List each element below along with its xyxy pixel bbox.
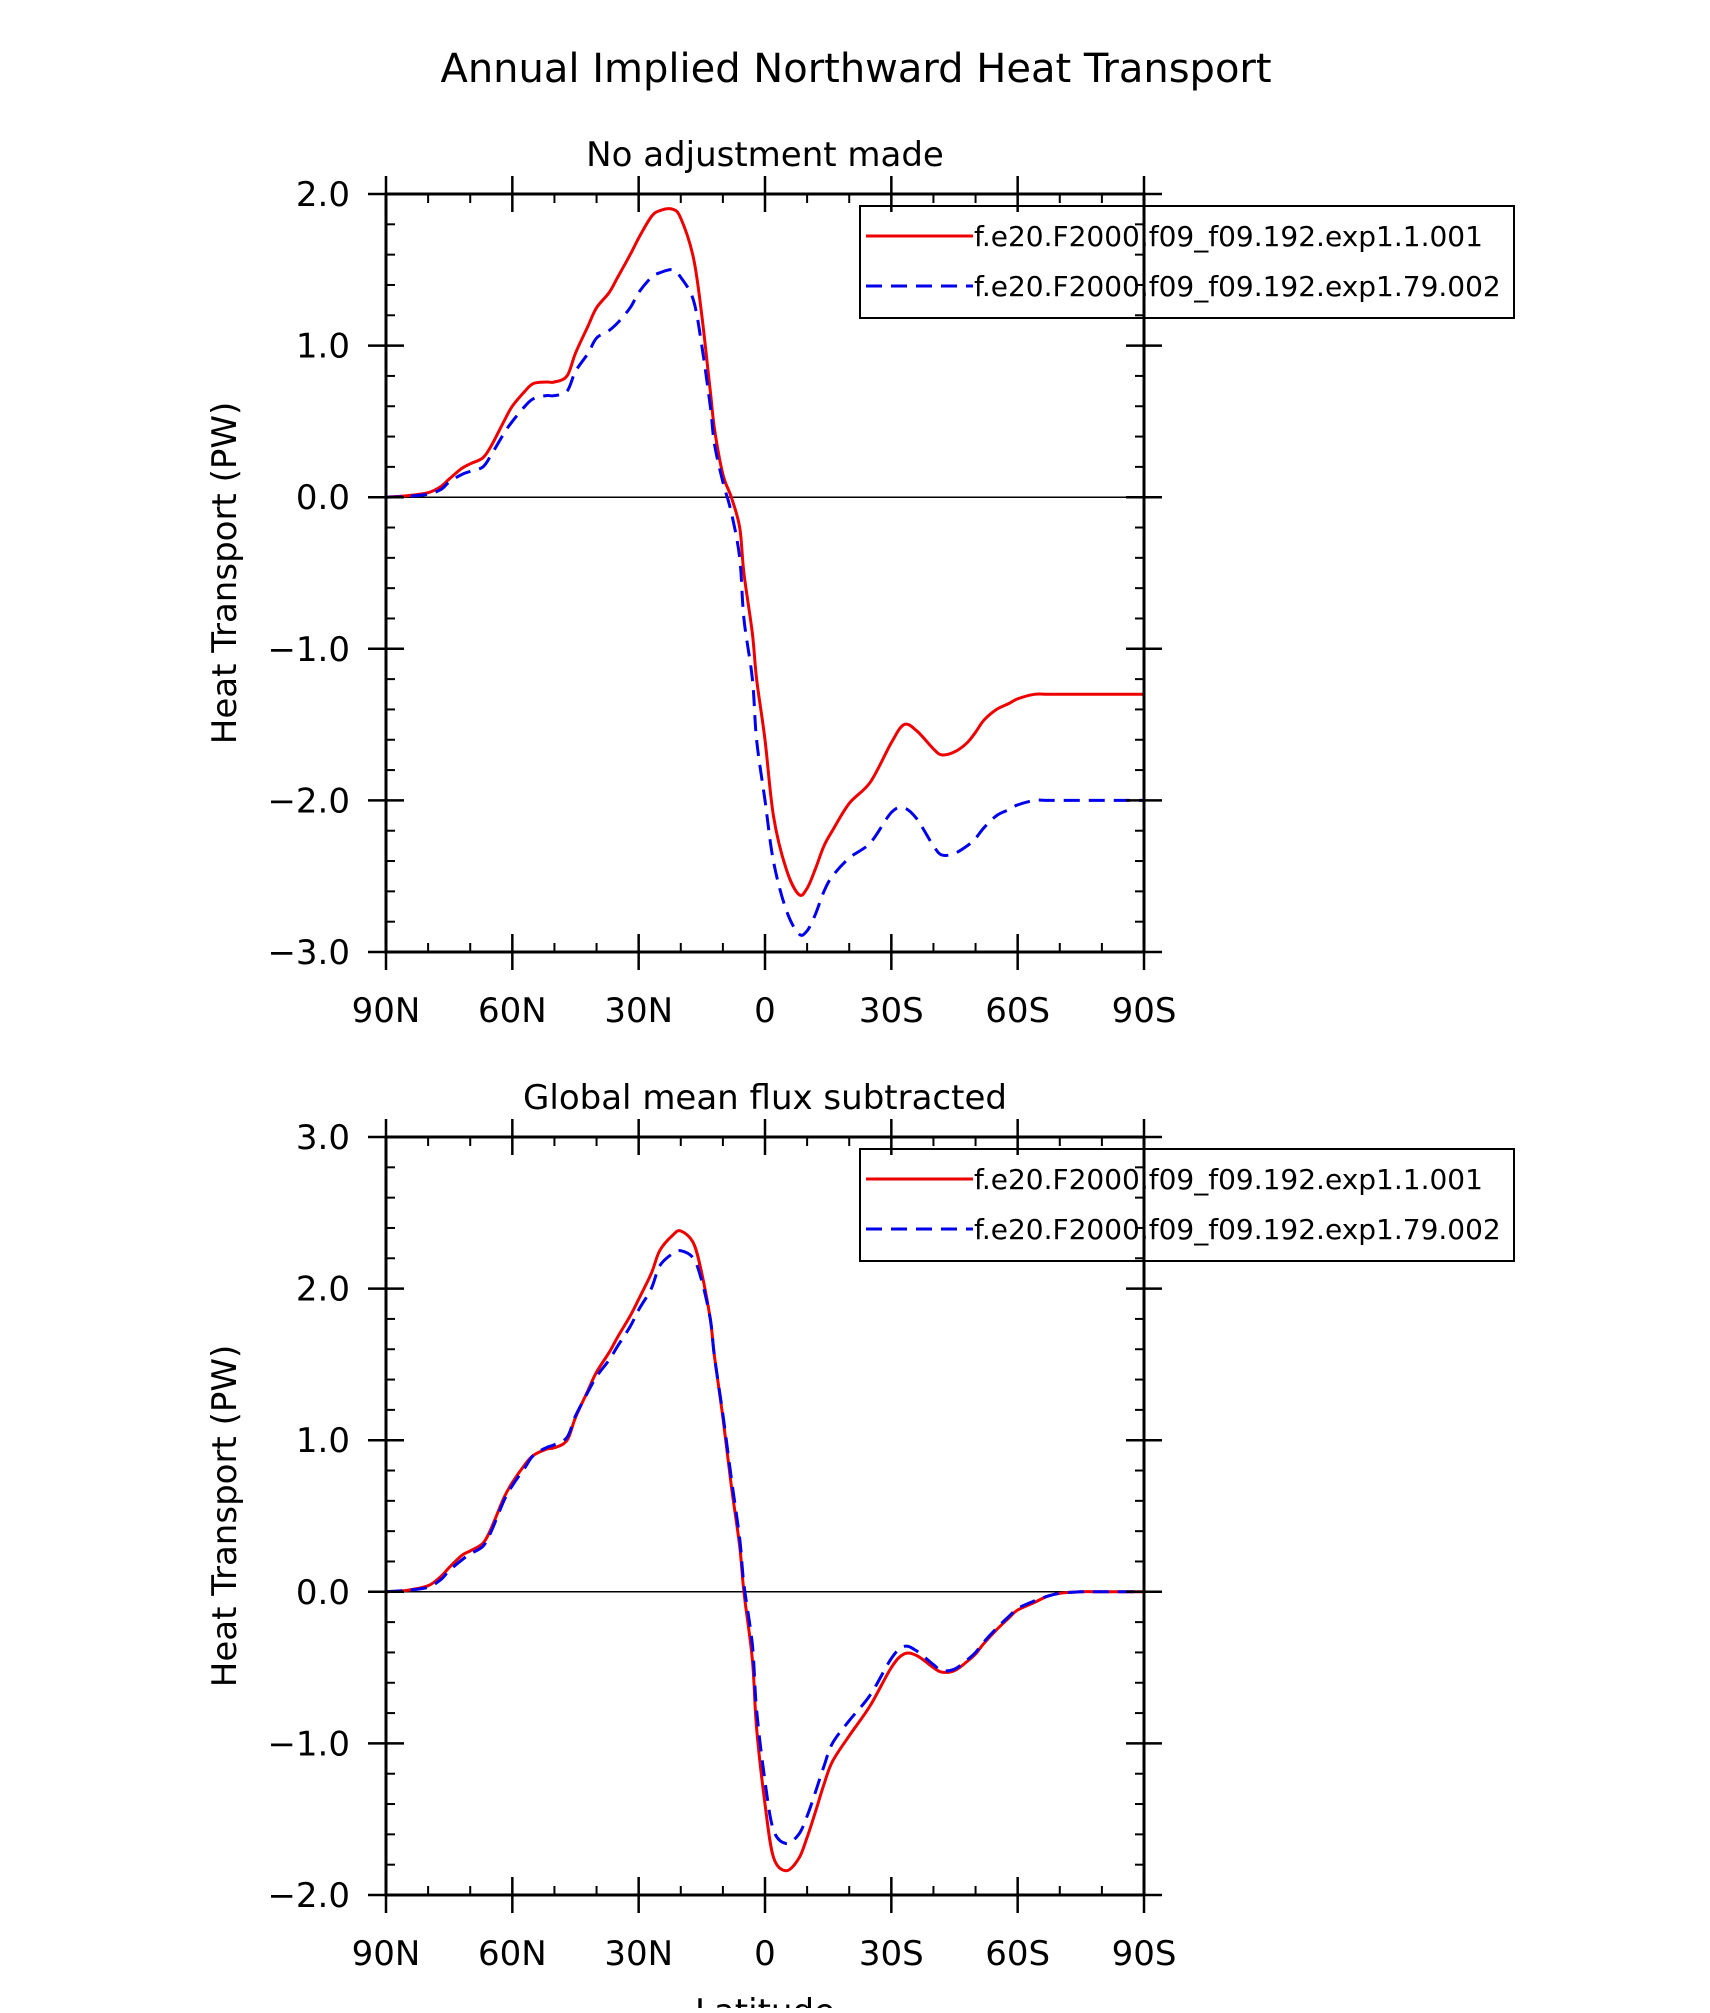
x-axis-label: Latitude [695,1992,835,2008]
legend-box [859,205,1515,319]
panels: No adjustment made 90N 60N 30N 0 30S 60S 90S 2.0… [205,135,1515,2013]
y-tick-label: 3.0 [296,1118,350,1158]
y-axis-label: Heat Transport (PW) [205,402,245,744]
x-tick-label: 60S [985,1934,1050,1974]
chart-panel-1: No adjustment made 90N 60N 30N 0 30S 60S 90S 2.0… [205,135,1515,1031]
legend-label: f.e20.F2000.f09_f09.192.exp1.1.001 [974,1163,1483,1196]
y-tick-label: 2.0 [296,175,350,215]
y-tick-label: −3.0 [267,933,350,973]
series-group [386,1229,1144,1873]
x-tick-label: 90S [1112,991,1177,1031]
x-tick-label: 90S [1112,1934,1177,1974]
legend-label: f.e20.F2000.f09_f09.192.exp1.79.002 [974,270,1501,303]
x-tick-label: 30S [859,1934,924,1974]
y-tick-label: 0.0 [296,478,350,518]
legend: f.e20.F2000.f09_f09.192.exp1.1.001 f.e20.… [859,1148,1515,1262]
y-tick-label: 2.0 [296,1270,350,1310]
y-tick-label: 1.0 [296,327,350,367]
y-tick-label: −2.0 [267,781,350,821]
legend: f.e20.F2000.f09_f09.192.exp1.1.001 f.e20.… [859,205,1515,319]
figure-title: Annual Implied Northward Heat Transport [440,46,1271,92]
x-tick-label: 90N [352,1934,421,1974]
y-tick-label: −2.0 [267,1876,350,1916]
x-tick-label: 30S [859,991,924,1031]
y-axis-label: Heat Transport (PW) [205,1345,245,1687]
x-tick-label: 90N [352,991,421,1031]
legend-label: f.e20.F2000.f09_f09.192.exp1.1.001 [974,220,1483,253]
series-group [386,207,1144,937]
x-tick-label: 60N [478,1934,547,1974]
x-tick-label: 0 [754,991,776,1031]
x-tick-label: 60S [985,991,1050,1031]
y-tick-label: −1.0 [267,630,350,670]
legend-label: f.e20.F2000.f09_f09.192.exp1.79.002 [974,1213,1501,1246]
x-tick-label: 30N [604,991,673,1031]
x-tick-label: 0 [754,1934,776,1974]
series-line-2 [386,268,1144,937]
y-tick-label: 0.0 [296,1573,350,1613]
y-tick-label: −1.0 [267,1724,350,1764]
panel-title: Global mean flux subtracted [523,1078,1007,1118]
x-tick-label: 60N [478,991,547,1031]
series-line-1 [386,207,1144,897]
panel-title: No adjustment made [586,135,944,175]
chart-panel-2: Global mean flux subtracted 90N 60N 30N 0 30S… [205,1078,1515,2013]
y-tick-label: 1.0 [296,1421,350,1461]
series-line-2 [386,1248,1144,1846]
x-tick-label: 30N [604,1934,673,1974]
legend-box [859,1148,1515,1262]
